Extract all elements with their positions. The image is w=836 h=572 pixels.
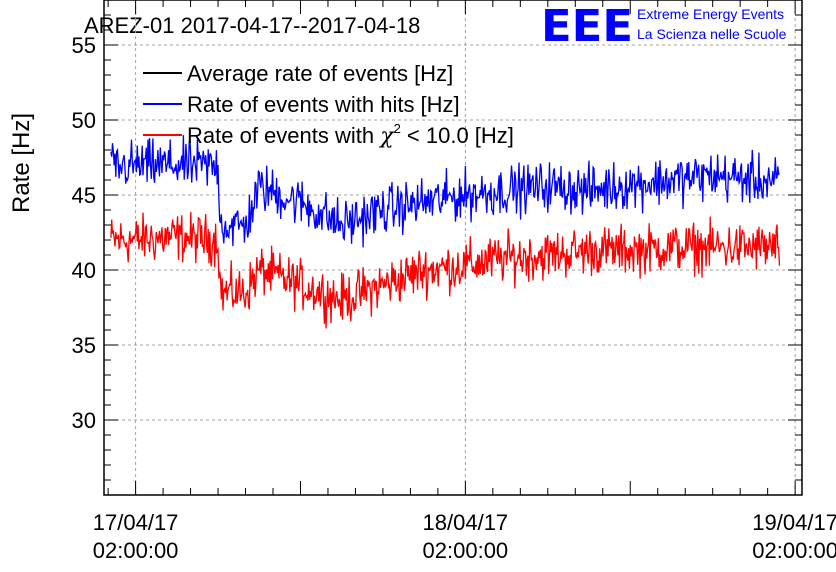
y-axis-label: Rate [Hz]	[8, 113, 35, 213]
plot-area	[110, 135, 781, 329]
chart-title: AREZ-01 2017-04-17--2017-04-18	[84, 13, 420, 38]
x-tick-label-date: 19/04/17	[752, 510, 836, 535]
y-tick-label: 40	[72, 258, 96, 283]
x-tick-label-time: 02:00:00	[423, 538, 509, 563]
x-tick-label-date: 17/04/17	[93, 510, 179, 535]
x-tick-label-date: 18/04/17	[423, 510, 509, 535]
y-tick-label: 35	[72, 333, 96, 358]
legend-chi2-suffix: < 10.0 [Hz]	[401, 123, 514, 148]
legend-chi-superscript: 2	[394, 121, 401, 136]
legend-label-average: Average rate of events [Hz]	[187, 61, 453, 86]
y-tick-label: 30	[72, 408, 96, 433]
logo-line-2: La Scienza nelle Scuole	[637, 26, 787, 42]
logo-mark: EEE	[541, 1, 633, 52]
series-line-2	[110, 211, 781, 329]
x-tick-label-time: 02:00:00	[93, 538, 179, 563]
legend: Average rate of events [Hz] Rate of even…	[143, 61, 514, 149]
logo-line-1: Extreme Energy Events	[637, 6, 784, 22]
eee-logo: EEE Extreme Energy Events La Scienza nel…	[541, 1, 787, 52]
legend-label-hits: Rate of events with hits [Hz]	[187, 92, 460, 117]
legend-chi-symbol: χ	[378, 124, 395, 149]
series-line-1	[110, 135, 780, 248]
y-tick-label: 45	[72, 183, 96, 208]
x-tick-label-time: 02:00:00	[752, 538, 836, 563]
y-tick-label: 50	[72, 108, 96, 133]
axes: 30 35 40 45 50 55 17/04/17 02:00:00 18/04/17 02:0…	[72, 0, 836, 563]
plot-frame	[103, 0, 803, 496]
legend-chi2-prefix: Rate of events with	[187, 123, 380, 148]
legend-label-chi2: Rate of events with χ2 < 10.0 [Hz]	[187, 121, 514, 149]
y-tick-label: 55	[72, 33, 96, 58]
